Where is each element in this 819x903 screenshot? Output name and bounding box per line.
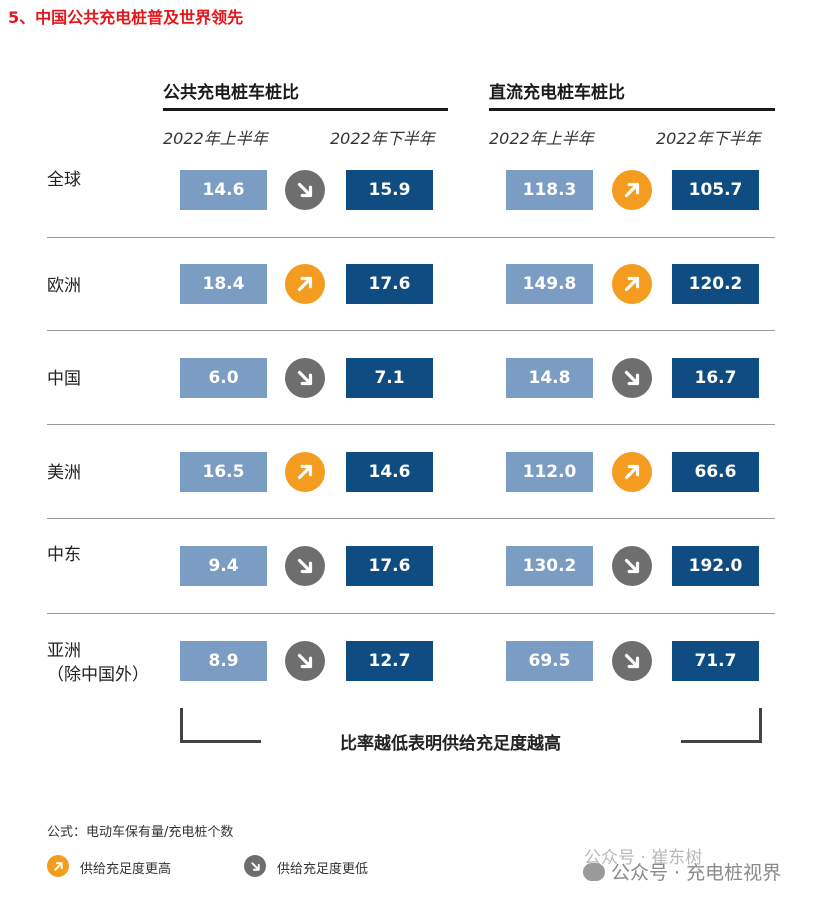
arrow-down-right-icon [612,641,652,681]
value-pub-h1: 8.9 [180,641,267,681]
region-label: 美洲 [47,461,81,485]
region-label-line: 中国 [47,369,81,389]
wechat-icon [583,862,605,881]
value-dc-h1: 112.0 [506,452,593,492]
arrow-down-right-icon [244,855,266,877]
region-label-line: 全球 [47,170,81,190]
value-pub-h1: 18.4 [180,264,267,304]
region-label-line: 亚洲 [47,641,81,661]
value-dc-h1: 118.3 [506,170,593,210]
value-pub-h2: 14.6 [346,452,433,492]
region-label: 全球 [47,168,81,192]
arrow-down-right-icon [285,170,325,210]
watermark: 公众号 · 充电桩视界 [583,858,781,885]
value-pub-h2: 17.6 [346,546,433,586]
value-dc-h2: 192.0 [672,546,759,586]
region-label-line: 中东 [47,545,81,565]
arrow-up-right-icon [47,855,69,877]
arrow-up-right-icon [285,264,325,304]
row-divider [47,613,775,614]
bracket-right [681,708,762,743]
row-divider [47,330,775,331]
group-heading-dc: 直流充电桩车桩比 [489,83,625,103]
bracket-left [180,708,261,743]
period-label-h2-dc: 2022年下半年 [656,129,761,148]
value-pub-h1: 9.4 [180,546,267,586]
value-pub-h1: 16.5 [180,452,267,492]
region-label: 中国 [47,367,81,391]
value-dc-h2: 120.2 [672,264,759,304]
value-dc-h1: 69.5 [506,641,593,681]
legend-label-up: 供给充足度更高 [80,862,172,877]
value-dc-h1: 149.8 [506,264,593,304]
value-dc-h2: 105.7 [672,170,759,210]
group-underline-dc [489,108,775,111]
region-label: 亚洲 （除中国外） [47,639,149,687]
value-pub-h1: 14.6 [180,170,267,210]
value-pub-h2: 15.9 [346,170,433,210]
arrow-up-right-icon [612,452,652,492]
legend-label-down: 供给充足度更低 [277,862,369,877]
period-label-h1-dc: 2022年上半年 [489,129,594,148]
value-dc-h2: 66.6 [672,452,759,492]
region-label: 欧洲 [47,274,81,298]
region-label-line: 欧洲 [47,276,81,296]
value-pub-h1: 6.0 [180,358,267,398]
arrow-up-right-icon [612,170,652,210]
value-pub-h2: 7.1 [346,358,433,398]
watermark-line2: 公众号 · 充电桩视界 [611,862,782,884]
value-dc-h2: 16.7 [672,358,759,398]
formula-note: 公式：电动车保有量/充电桩个数 [47,825,234,840]
arrow-down-right-icon [285,358,325,398]
value-pub-h2: 12.7 [346,641,433,681]
arrow-up-right-icon [612,264,652,304]
value-dc-h1: 14.8 [506,358,593,398]
arrow-down-right-icon [285,641,325,681]
period-label-h1-public: 2022年上半年 [163,129,268,148]
group-heading-public: 公共充电桩车桩比 [163,83,299,103]
watermark-line1: 公众号 · 崔东树 [584,848,703,868]
value-dc-h2: 71.7 [672,641,759,681]
arrow-down-right-icon [612,358,652,398]
footnote: 比率越低表明供给充足度越高 [340,734,561,754]
group-underline-public [163,108,448,111]
row-divider [47,237,775,238]
value-dc-h1: 130.2 [506,546,593,586]
region-label: 中东 [47,543,81,567]
page-title: 5、中国公共充电桩普及世界领先 [8,8,244,27]
value-pub-h2: 17.6 [346,264,433,304]
row-divider [47,424,775,425]
arrow-up-right-icon [285,452,325,492]
period-label-h2-public: 2022年下半年 [330,129,435,148]
region-label-line: （除中国外） [47,665,149,685]
region-label-line: 美洲 [47,463,81,483]
arrow-down-right-icon [612,546,652,586]
arrow-down-right-icon [285,546,325,586]
row-divider [47,518,775,519]
